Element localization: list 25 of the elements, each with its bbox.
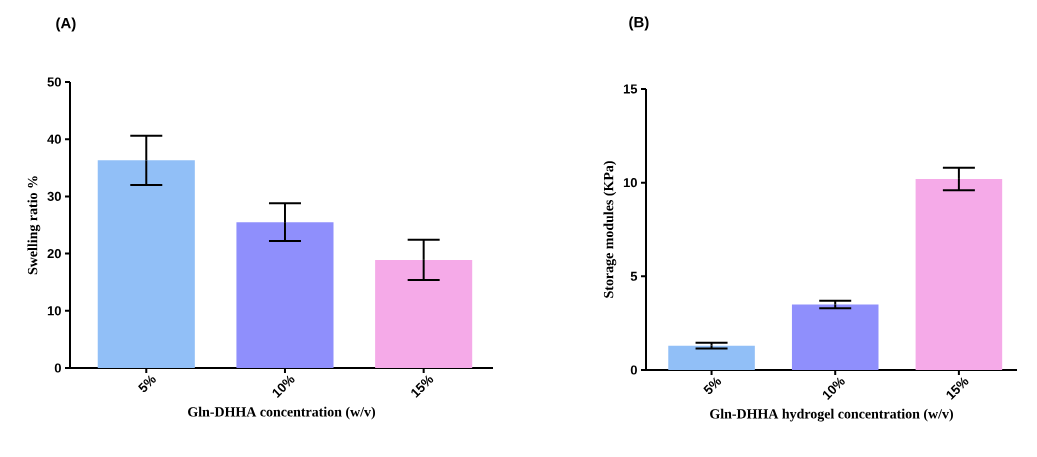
y-axis-title: Storage modules (KPa) xyxy=(603,161,617,298)
y-tick-label: 30 xyxy=(47,191,61,201)
chart-title: (A) xyxy=(56,17,76,32)
y-tick-label: 0 xyxy=(54,363,61,373)
y-tick-label: 10 xyxy=(623,178,637,188)
y-tick-label: 20 xyxy=(47,249,61,259)
y-tick-label: 10 xyxy=(47,306,61,316)
x-axis-title: Gln-DHHA hydrogel concentration (w/v) xyxy=(710,408,953,422)
x-axis-title: Gln-DHHA concentration (w/v) xyxy=(188,406,376,420)
y-tick-label: 50 xyxy=(47,77,61,87)
y-tick-label: 5 xyxy=(630,271,638,281)
bar xyxy=(791,304,879,370)
x-tick-label: 10% xyxy=(822,377,845,400)
chart-title: (B) xyxy=(629,16,649,31)
y-tick-label: 40 xyxy=(47,134,61,144)
x-tick-label: 5% xyxy=(703,377,722,395)
y-axis-title: Swelling ratio % xyxy=(27,176,41,275)
y-tick-label: 0 xyxy=(630,365,637,375)
bar xyxy=(668,345,755,370)
y-tick-label: 15 xyxy=(623,84,638,94)
bar xyxy=(915,178,1003,370)
bar xyxy=(97,160,195,368)
bar xyxy=(375,259,473,368)
bar xyxy=(236,222,334,368)
x-tick-label: 5% xyxy=(138,375,156,393)
